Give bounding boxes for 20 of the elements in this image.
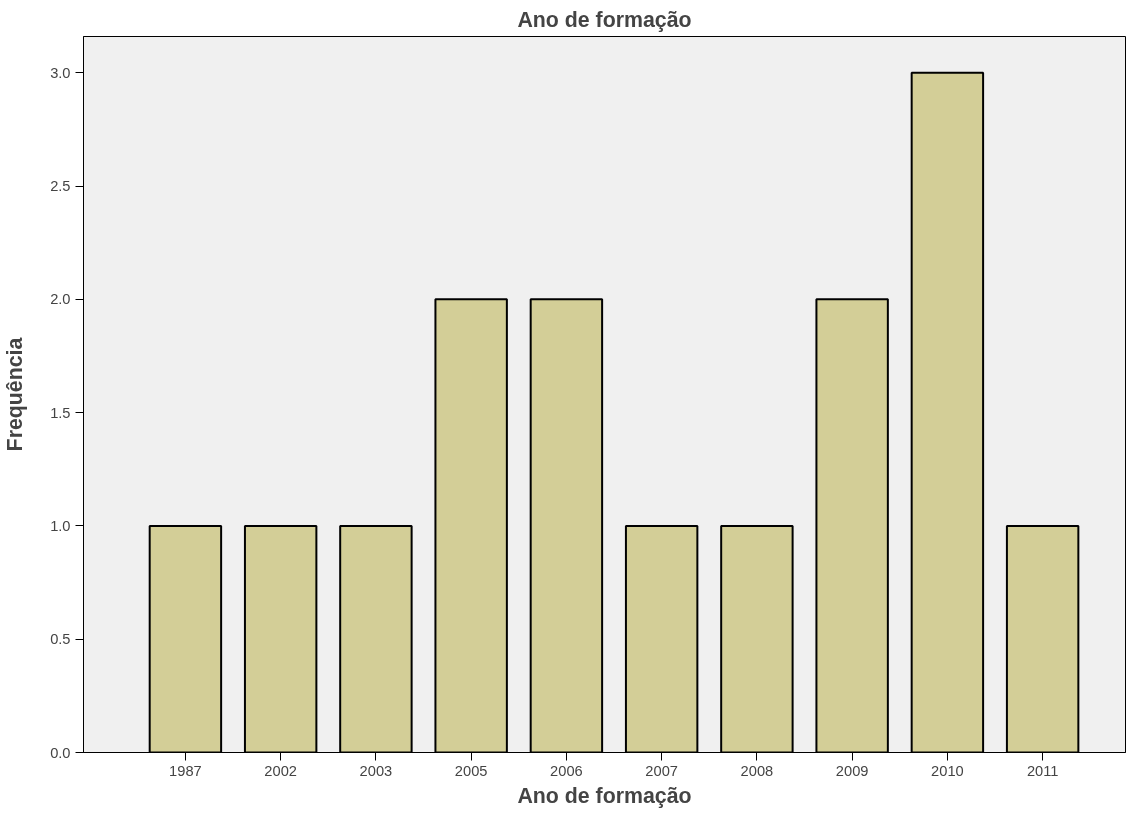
x-tick-label: 2010 [931,762,964,779]
y-tick-label: 2.5 [50,178,71,195]
x-tick-label: 2005 [454,762,488,779]
x-tick-label: 2008 [740,762,774,779]
chart-title: Ano de formação [517,7,692,32]
x-axis-title: Ano de formação [517,783,692,808]
y-tick-label: 0.5 [50,631,71,648]
x-tick-label: 2009 [835,762,869,779]
x-tick-label: 2011 [1026,762,1059,779]
x-tick-label: 2007 [645,762,678,779]
x-tick-label: 2003 [359,762,393,779]
y-tick-label: 3.0 [50,64,71,81]
y-tick-label: 0.0 [50,744,71,761]
x-tick-label: 1987 [169,762,202,779]
x-tick-label: 2006 [550,762,583,779]
y-tick-label: 1.5 [50,404,71,421]
y-axis-title: Frequência [3,337,28,452]
y-tick-label: 2.0 [50,291,71,308]
y-tick-label: 1.0 [50,517,71,534]
x-tick-label: 2002 [264,762,297,779]
